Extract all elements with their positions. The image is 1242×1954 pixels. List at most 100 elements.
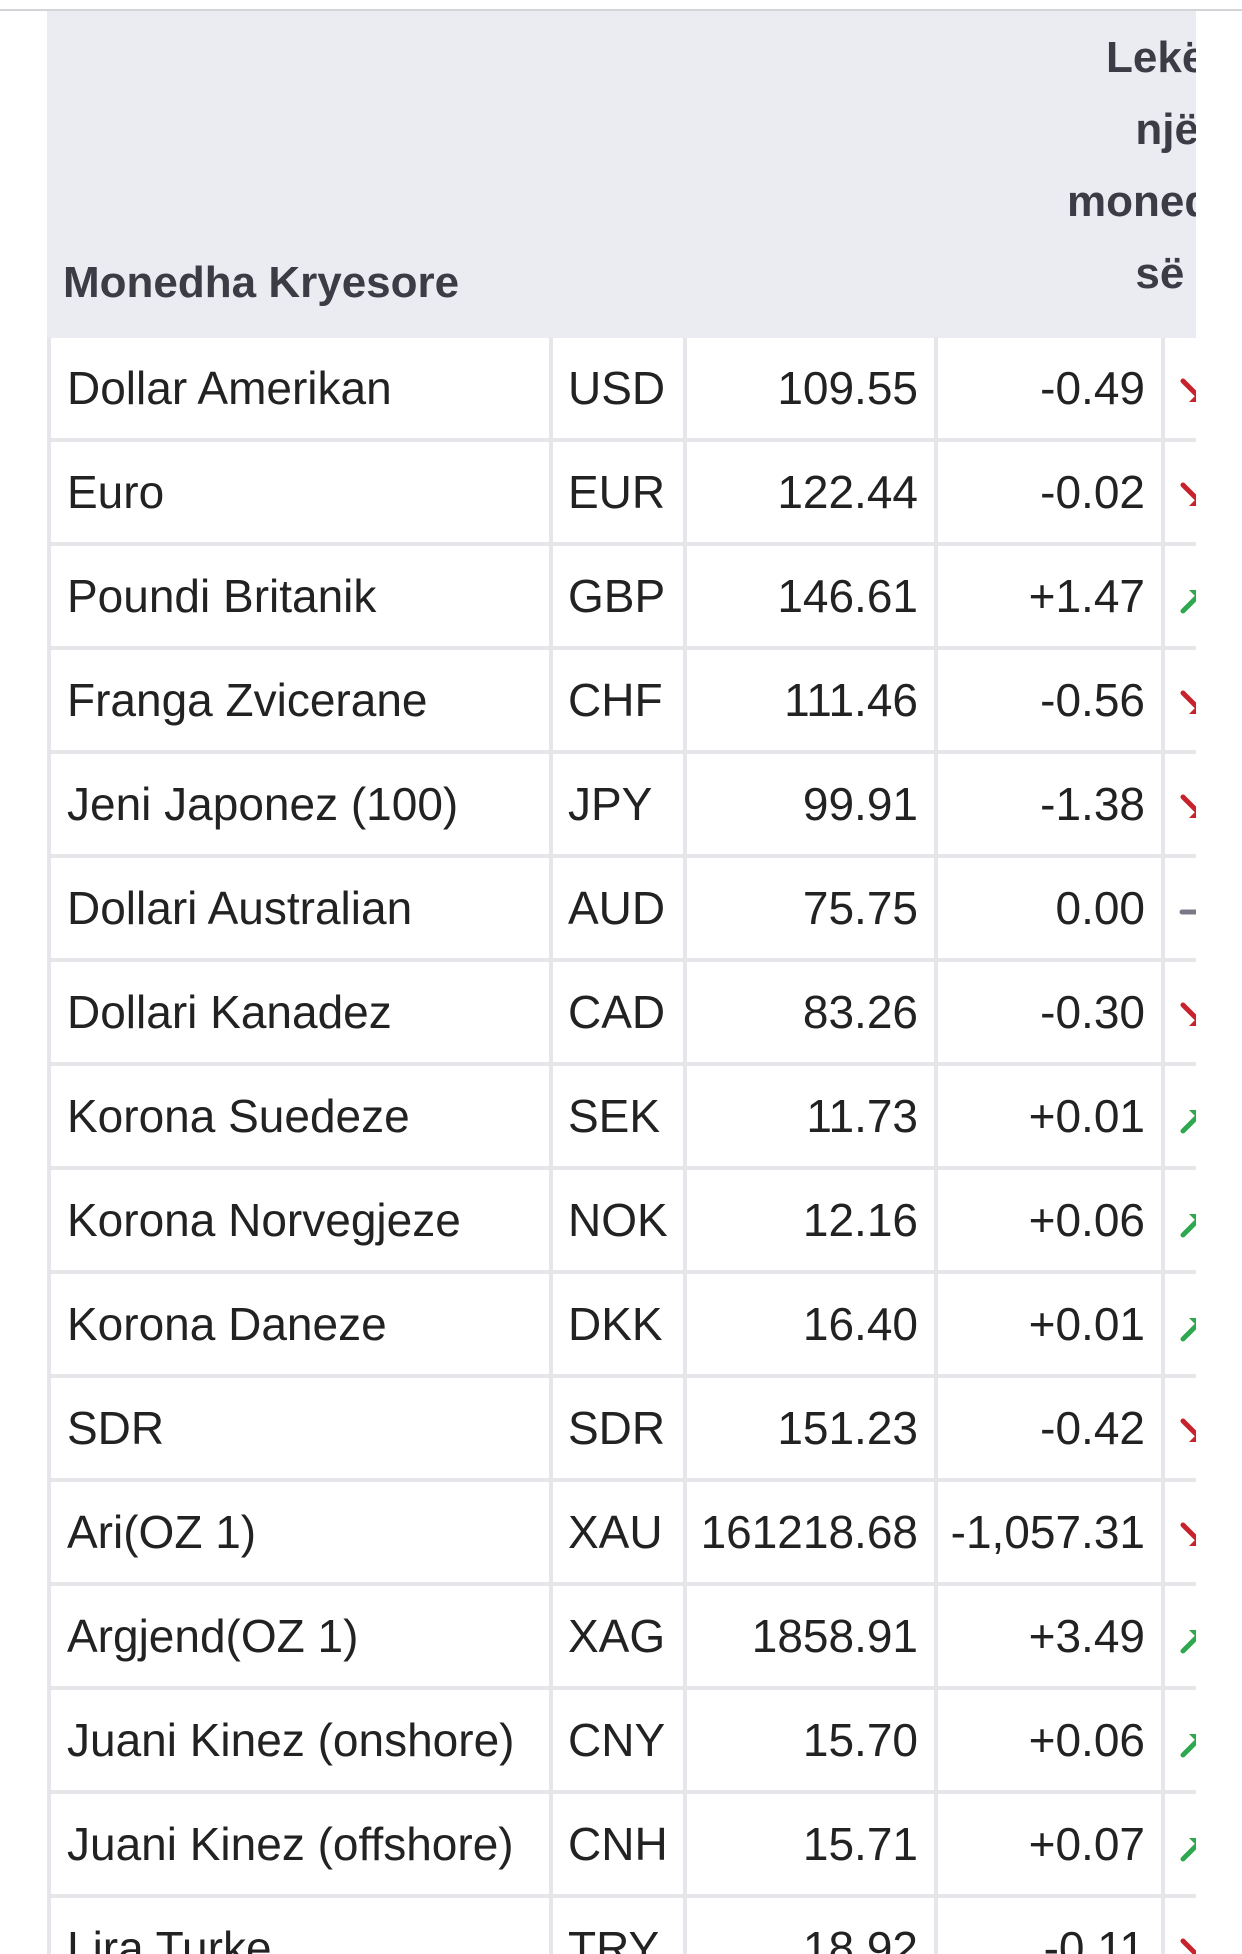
arrow-up-icon	[1179, 1625, 1196, 1655]
table-row: Euro EUR 122.44 -0.02	[47, 442, 1196, 546]
rate-change: -1.38	[938, 754, 1166, 858]
exchange-rate: 109.55	[687, 338, 939, 442]
currency-name: SDR	[47, 1378, 553, 1482]
currency-code: CAD	[553, 962, 688, 1066]
currency-name: Lira Turke	[47, 1898, 553, 1954]
trend-cell	[1165, 1690, 1196, 1794]
arrow-up-icon	[1179, 1209, 1196, 1239]
trend-cell	[1165, 962, 1196, 1066]
table-row: Jeni Japonez (100) JPY 99.91 -1.38	[47, 754, 1196, 858]
currency-name: Poundi Britanik	[47, 546, 553, 650]
trend-cell	[1165, 754, 1196, 858]
exchange-rate: 122.44	[687, 442, 939, 546]
arrow-down-icon	[1179, 1521, 1196, 1551]
rate-change: +1.47	[938, 546, 1166, 650]
header-lek-line: njësi të	[1135, 105, 1196, 154]
currency-name: Jeni Japonez (100)	[47, 754, 553, 858]
currency-code: SEK	[553, 1066, 688, 1170]
arrow-down-icon	[1179, 481, 1196, 511]
arrow-down-icon	[1179, 1937, 1196, 1954]
exchange-rate: 83.26	[687, 962, 939, 1066]
rate-change: +0.06	[938, 1690, 1166, 1794]
table-row: SDR SDR 151.23 -0.42	[47, 1378, 1196, 1482]
trend-cell	[1165, 1794, 1196, 1898]
exchange-rate: 15.70	[687, 1690, 939, 1794]
currency-code: CNY	[553, 1690, 688, 1794]
exchange-rate: 16.40	[687, 1274, 939, 1378]
arrow-up-icon	[1179, 585, 1196, 615]
table-row: Korona Daneze DKK 16.40 +0.01	[47, 1274, 1196, 1378]
currency-code: XAU	[553, 1482, 688, 1586]
trend-cell	[1165, 1482, 1196, 1586]
rate-change: 0.00	[938, 858, 1166, 962]
rate-change: -0.56	[938, 650, 1166, 754]
currency-name: Ari(OZ 1)	[47, 1482, 553, 1586]
exchange-rate: 1858.91	[687, 1586, 939, 1690]
trend-cell	[1165, 1378, 1196, 1482]
table-row: Lira Turke TRY 18.92 -0.11	[47, 1898, 1196, 1954]
trend-cell	[1165, 1170, 1196, 1274]
arrow-down-icon	[1179, 377, 1196, 407]
trend-cell	[1165, 338, 1196, 442]
header-lek-per-unit-label: Lekë për njësi të monedhës së huaj	[687, 22, 1196, 310]
arrow-up-icon	[1179, 1729, 1196, 1759]
rate-change: +0.06	[938, 1170, 1166, 1274]
currency-code: NOK	[553, 1170, 688, 1274]
table-row: Korona Suedeze SEK 11.73 +0.01	[47, 1066, 1196, 1170]
currency-name: Juani Kinez (offshore)	[47, 1794, 553, 1898]
table-row: Dollari Kanadez CAD 83.26 -0.30	[47, 962, 1196, 1066]
exchange-rate: 99.91	[687, 754, 939, 858]
table-body: Dollar Amerikan USD 109.55 -0.49 Euro EUR 122.…	[47, 338, 1196, 1954]
currency-name: Korona Daneze	[47, 1274, 553, 1378]
header-main-currency-label: Monedha Kryesore	[63, 258, 460, 307]
rate-change: +3.49	[938, 1586, 1166, 1690]
table-row: Korona Norvegjeze NOK 12.16 +0.06	[47, 1170, 1196, 1274]
header-lek-line: së huaj	[1135, 249, 1196, 298]
trend-cell	[1165, 1066, 1196, 1170]
exchange-rate: 15.71	[687, 1794, 939, 1898]
currency-name: Argjend(OZ 1)	[47, 1586, 553, 1690]
table-header: Monedha Kryesore Lekë për njësi të moned…	[47, 11, 1196, 338]
exchange-rate: 151.23	[687, 1378, 939, 1482]
trend-cell	[1165, 650, 1196, 754]
rate-change: -0.30	[938, 962, 1166, 1066]
rate-change: +0.07	[938, 1794, 1166, 1898]
rate-change: -0.11	[938, 1898, 1166, 1954]
header-main-currency: Monedha Kryesore	[47, 11, 688, 338]
trend-cell	[1165, 1586, 1196, 1690]
currency-code: SDR	[553, 1378, 688, 1482]
currency-code: XAG	[553, 1586, 688, 1690]
table-row: Ari(OZ 1) XAU 161218.68 -1,057.31	[47, 1482, 1196, 1586]
header-lek-per-unit: Lekë për njësi të monedhës së huaj	[687, 11, 1196, 338]
currency-code: TRY	[553, 1898, 688, 1954]
top-divider	[0, 0, 1242, 11]
trend-cell	[1165, 442, 1196, 546]
exchange-rate: 146.61	[687, 546, 939, 650]
header-lek-line: monedhës	[1066, 177, 1196, 226]
exchange-rate: 75.75	[687, 858, 939, 962]
arrow-up-icon	[1179, 1313, 1196, 1343]
currency-code: CNH	[553, 1794, 688, 1898]
header-lek-line: Lekë për	[1106, 33, 1196, 82]
currency-code: EUR	[553, 442, 688, 546]
header-row: Monedha Kryesore Lekë për njësi të moned…	[47, 11, 1196, 338]
rate-change: +0.01	[938, 1274, 1166, 1378]
arrow-down-icon	[1179, 1001, 1196, 1031]
rate-change: -0.42	[938, 1378, 1166, 1482]
currency-name: Korona Suedeze	[47, 1066, 553, 1170]
currency-name: Franga Zvicerane	[47, 650, 553, 754]
arrow-down-icon	[1179, 689, 1196, 719]
rate-change: -0.02	[938, 442, 1166, 546]
exchange-rates-table-container[interactable]: Monedha Kryesore Lekë për njësi të moned…	[47, 11, 1196, 1954]
arrow-up-icon	[1179, 1833, 1196, 1863]
currency-name: Juani Kinez (onshore)	[47, 1690, 553, 1794]
table-row: Juani Kinez (onshore) CNY 15.70 +0.06	[47, 1690, 1196, 1794]
currency-code: JPY	[553, 754, 688, 858]
arrow-flat-icon	[1179, 897, 1196, 927]
currency-name: Euro	[47, 442, 553, 546]
currency-code: AUD	[553, 858, 688, 962]
exchange-rate: 161218.68	[687, 1482, 939, 1586]
exchange-rate: 111.46	[687, 650, 939, 754]
arrow-up-icon	[1179, 1105, 1196, 1135]
currency-name: Korona Norvegjeze	[47, 1170, 553, 1274]
